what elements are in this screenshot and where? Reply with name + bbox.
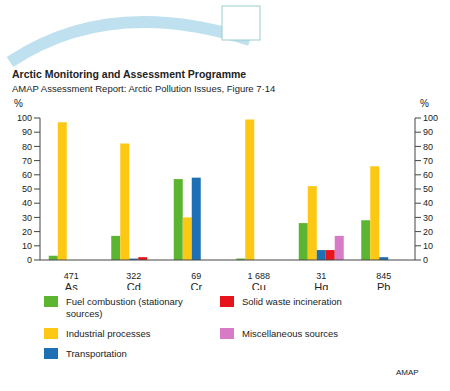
svg-text:20: 20 [423, 227, 433, 237]
svg-text:50: 50 [22, 184, 32, 194]
svg-text:70: 70 [423, 156, 433, 166]
svg-text:100: 100 [17, 113, 32, 123]
svg-text:80: 80 [22, 142, 32, 152]
svg-text:10: 10 [22, 241, 32, 251]
svg-text:Cd: Cd [127, 281, 141, 290]
svg-text:As: As [65, 281, 78, 290]
svg-text:30: 30 [423, 213, 433, 223]
svg-text:1 688: 1 688 [247, 271, 270, 281]
html-text:AMAP Assessment Report: Arctic: AMAP Assessment Report: Arctic Pollution… [12, 83, 276, 94]
html-text:Solid waste incineration: Solid waste incineration [242, 296, 342, 307]
svg-text:Pb: Pb [377, 281, 390, 290]
svg-text:Cr: Cr [190, 281, 202, 290]
svg-text:60: 60 [22, 170, 32, 180]
svg-text:0: 0 [423, 255, 428, 265]
svg-text:322: 322 [126, 271, 141, 281]
svg-text:10: 10 [423, 241, 433, 251]
svg-text:30: 30 [22, 213, 32, 223]
svg-text:20: 20 [22, 227, 32, 237]
svg-text:69: 69 [191, 271, 201, 281]
html-text:Arctic Monitoring and Assessme: Arctic Monitoring and Assessment Program… [12, 68, 247, 80]
svg-text:Hg: Hg [314, 281, 328, 290]
html-text:Transportation: Transportation [66, 348, 127, 359]
svg-text:471: 471 [64, 271, 79, 281]
svg-text:80: 80 [423, 142, 433, 152]
svg-text:0: 0 [27, 255, 32, 265]
html-text:AMAP: AMAP [396, 368, 419, 377]
svg-text:845: 845 [376, 271, 391, 281]
svg-text:70: 70 [22, 156, 32, 166]
html-text:Industrial processes: Industrial processes [66, 328, 151, 339]
svg-text:100: 100 [423, 113, 438, 123]
svg-text:Cu: Cu [252, 281, 266, 290]
html-text:Miscellaneous sources: Miscellaneous sources [242, 328, 339, 339]
svg-text:40: 40 [22, 198, 32, 208]
svg-text:50: 50 [423, 184, 433, 194]
svg-text:40: 40 [423, 198, 433, 208]
svg-text:31: 31 [316, 271, 326, 281]
svg-text:60: 60 [423, 170, 433, 180]
html-text:Fuel combustion (stationary so: Fuel combustion (stationary sources) [66, 296, 183, 319]
svg-text:90: 90 [423, 127, 433, 137]
svg-text:90: 90 [22, 127, 32, 137]
